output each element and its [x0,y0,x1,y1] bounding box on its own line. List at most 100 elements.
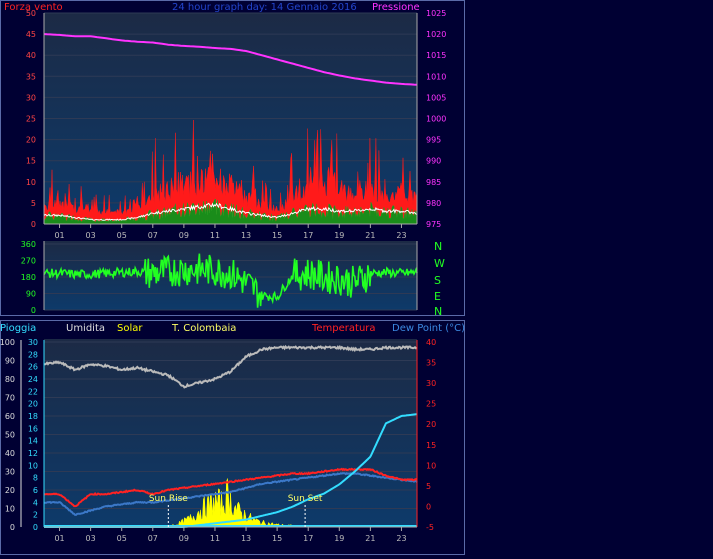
compass-w: W [434,257,445,270]
compass-n-bottom: N [434,305,442,318]
solar-y-tick-label: 24 [28,375,38,384]
temp-y-tick-label: 10 [426,461,436,470]
solar-y-tick-label: 8 [33,474,38,483]
direction-series [43,253,418,308]
sunrise-label: Sun Rise [149,494,188,504]
legend-station: T. Colombaia [171,323,236,334]
compass-s: S [434,274,441,287]
rain-y-tick-label: 10 [5,505,15,514]
multi-x-tick-label: 23 [396,534,406,543]
wind-x-tick-label: 05 [117,231,127,240]
rain-y-tick-label: 30 [5,468,15,477]
wind-x-tick-label: 17 [303,231,313,240]
rain-y-tick-label: 20 [5,486,15,495]
temp-y-tick-label: -5 [426,523,434,532]
solar-y-tick-label: 30 [28,338,38,347]
temp-y-tick-label: 5 [426,482,431,491]
pressure-y-tick-label: 980 [426,199,441,208]
pressure-y-tick-label: 975 [426,220,441,229]
temp-y-tick-label: 0 [426,502,431,511]
temp-y-tick-label: 20 [426,420,436,429]
wind-x-tick-label: 03 [86,231,96,240]
wind-y-tick-label: 15 [26,157,36,166]
multi-x-tick-label: 17 [303,534,313,543]
temp-y-tick-label: 25 [426,400,436,409]
rain-y-tick-label: 50 [5,431,15,440]
compass-e: E [434,290,441,303]
wind-y-tick-label: 20 [26,136,36,145]
solar-y-tick-label: 26 [28,363,38,372]
wind-y-tick-label: 30 [26,93,36,102]
rain-y-tick-label: 60 [5,412,15,421]
wind-y-tick-label: 0 [31,220,36,229]
legend-solar: Solar [117,323,143,334]
rain-y-tick-label: 40 [5,449,15,458]
solar-y-tick-label: 10 [28,461,38,470]
multi-x-tick-label: 07 [148,534,158,543]
wind-x-tick-label: 11 [210,231,220,240]
pressure-label: Pressione [372,2,420,13]
multi-series [43,344,418,528]
direction-y-tick-label: 0 [31,306,36,315]
rain-y-tick-label: 70 [5,394,15,403]
rain-y-tick-label: 90 [5,357,15,366]
rain-y-tick-label: 100 [0,338,15,347]
bottom-legend: Pioggia Umidita Solar T. Colombaia Tempe… [0,323,465,334]
humidity-series [43,344,418,389]
wind-x-tick-label: 07 [148,231,158,240]
pressure-y-tick-label: 1010 [426,72,446,81]
wind-x-tick-label: 15 [272,231,282,240]
direction-y-tick-label: 90 [26,290,36,299]
rain-y-tick-label: 80 [5,375,15,384]
legend-rain: Pioggia [0,323,36,334]
wind-y-tick-label: 40 [26,51,36,60]
wind-direction-series [43,253,418,308]
wind-y-tick-label: 10 [26,178,36,187]
legend-dew-point: Dew Point (°C) [392,323,465,334]
wind-x-tick-label: 09 [179,231,189,240]
pressure-y-tick-label: 1020 [426,30,446,39]
direction-axes: 360 270 180 90 0 [21,240,418,315]
wind-x-tick-label: 13 [241,231,251,240]
pressure-y-tick-label: 1005 [426,93,446,102]
rain-y-tick-label: 0 [10,523,15,532]
wind-y-tick-label: 50 [26,9,36,18]
multi-x-tick-label: 15 [272,534,282,543]
compass-n-top: N [434,240,442,253]
wind-y-tick-label: 5 [31,199,36,208]
solar-y-tick-label: 4 [33,498,38,507]
solar-y-tick-label: 2 [33,511,38,520]
solar-y-tick-label: 28 [28,350,38,359]
wind-x-tick-label: 21 [365,231,375,240]
solar-y-tick-label: 22 [28,387,38,396]
legend-humidity: Umidita [66,323,105,334]
solar-y-tick-label: 14 [28,437,38,446]
graph-title: 24 hour graph day: 14 Gennaio 2016 [172,2,357,13]
pressure-series [43,33,418,86]
wind-x-tick-label: 19 [334,231,344,240]
solar-y-tick-label: 6 [33,486,38,495]
top-frame [0,0,465,316]
direction-y-tick-label: 180 [21,273,36,282]
temp-y-tick-label: 40 [426,338,436,347]
multi-x-tick-label: 09 [179,534,189,543]
solar-y-tick-label: 20 [28,400,38,409]
solar-y-tick-label: 0 [33,523,38,532]
solar-y-tick-label: 18 [28,412,38,421]
wind-y-tick-label: 25 [26,115,36,124]
temperature-series [43,467,418,508]
wind-axes: 0510152025303540455097598098599099510001… [26,9,447,240]
wind-series [43,33,418,225]
pressure-y-tick-label: 990 [426,157,441,166]
pressure-y-tick-label: 1015 [426,51,446,60]
wind-gust-series [43,202,418,221]
pressure-y-tick-label: 1000 [426,115,446,124]
wind-label: Forza vento [4,2,63,13]
multi-x-tick-label: 13 [241,534,251,543]
pressure-y-tick-label: 985 [426,178,441,187]
temp-y-tick-label: 35 [426,359,436,368]
solar-y-tick-label: 12 [28,449,38,458]
multi-axes: 0102030405060708090100024681012141618202… [0,338,436,543]
